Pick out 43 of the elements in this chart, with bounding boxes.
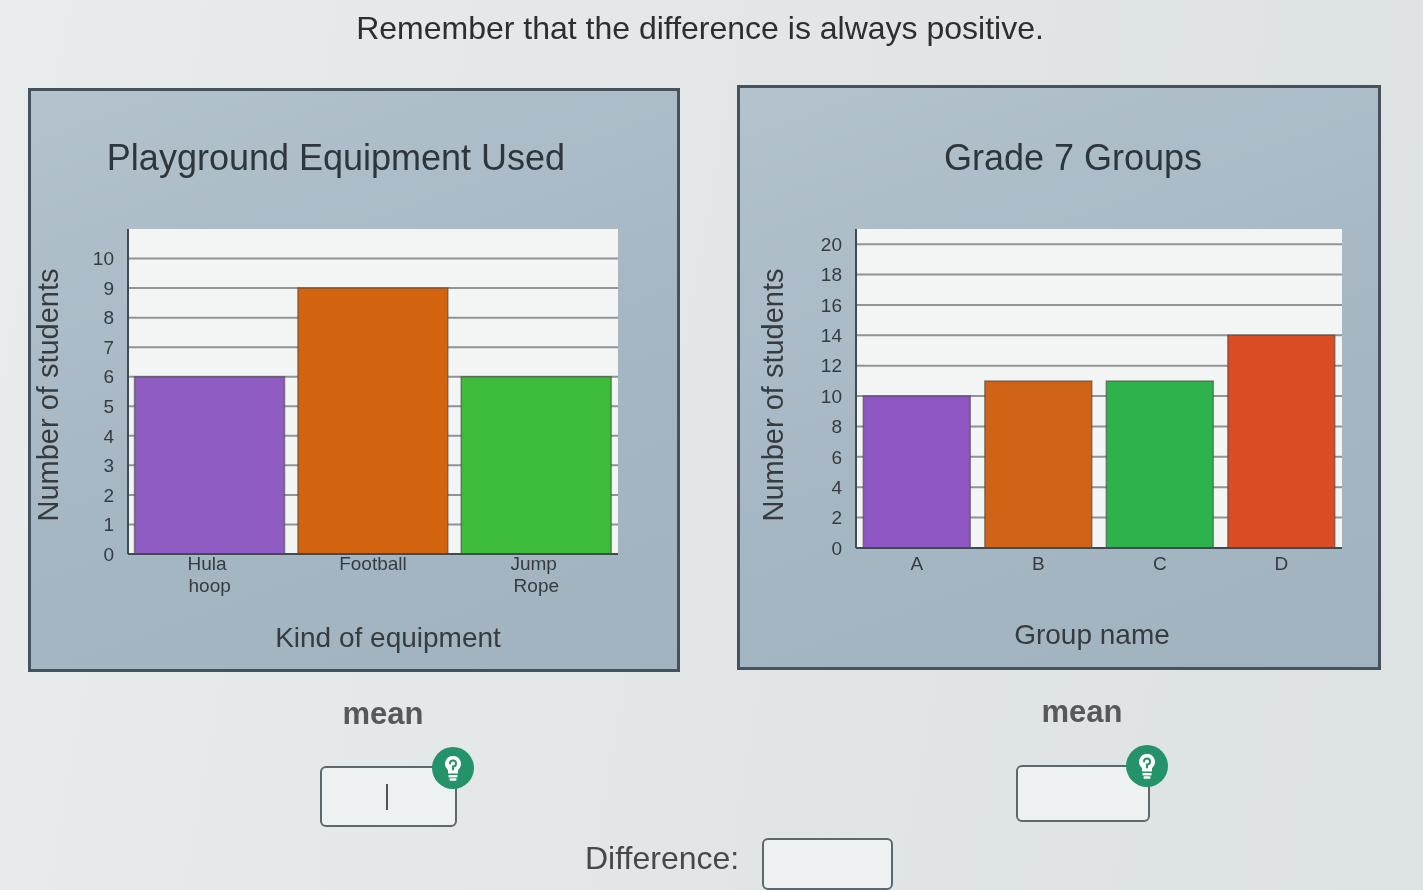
bar — [1227, 334, 1336, 548]
x-tick-label: B — [1031, 553, 1045, 574]
y-tick-label: 7 — [103, 336, 114, 358]
y-tick-label: 2 — [103, 484, 114, 506]
y-tick-label: 14 — [820, 325, 843, 347]
y-tick-label: 18 — [820, 264, 842, 286]
bar — [984, 380, 1093, 548]
y-tick-label: 4 — [103, 425, 115, 447]
text: mean — [1041, 694, 1123, 729]
y-tick-label: 0 — [831, 537, 842, 559]
x-tick-label: A — [910, 553, 924, 574]
x-tick-label: Football — [339, 553, 407, 574]
y-axis-title: Number of students — [32, 268, 64, 522]
y-tick-label: 20 — [820, 233, 842, 255]
bar — [1105, 380, 1215, 548]
text: mean — [342, 696, 424, 731]
y-tick-label: 0 — [103, 543, 114, 565]
y-tick-label: 6 — [831, 446, 842, 468]
y-tick-label: 12 — [820, 355, 842, 377]
x-tick-label: D — [1274, 553, 1289, 574]
y-axis-title: Number of students — [757, 268, 789, 522]
x-tick-label: C — [1152, 553, 1167, 574]
y-tick-label: 6 — [103, 366, 114, 388]
y-tick-label: 10 — [820, 385, 842, 407]
chart-title: Grade 7 Groups — [943, 137, 1203, 178]
text: Remember that the difference is always positive. — [356, 10, 1044, 46]
x-axis-title: Group name — [1014, 619, 1170, 650]
text: Difference: — [585, 840, 740, 876]
y-tick-label: 8 — [103, 307, 114, 329]
y-tick-label: 16 — [820, 294, 842, 316]
y-tick-label: 8 — [831, 416, 842, 438]
y-tick-label: 3 — [103, 455, 114, 477]
y-tick-label: 9 — [103, 277, 114, 299]
x-tick-label: Jump Rope — [510, 553, 563, 596]
chart-title: Playground Equipment Used — [106, 137, 566, 178]
bar — [862, 395, 972, 548]
y-tick-label: 1 — [103, 514, 114, 536]
y-tick-label: 10 — [92, 248, 114, 270]
y-tick-label: 4 — [831, 476, 843, 498]
x-axis-title: Kind of equipment — [275, 622, 501, 653]
x-tick-label: Hula hoop — [187, 553, 232, 596]
y-tick-label: 2 — [831, 507, 842, 529]
y-tick-label: 5 — [103, 396, 114, 418]
